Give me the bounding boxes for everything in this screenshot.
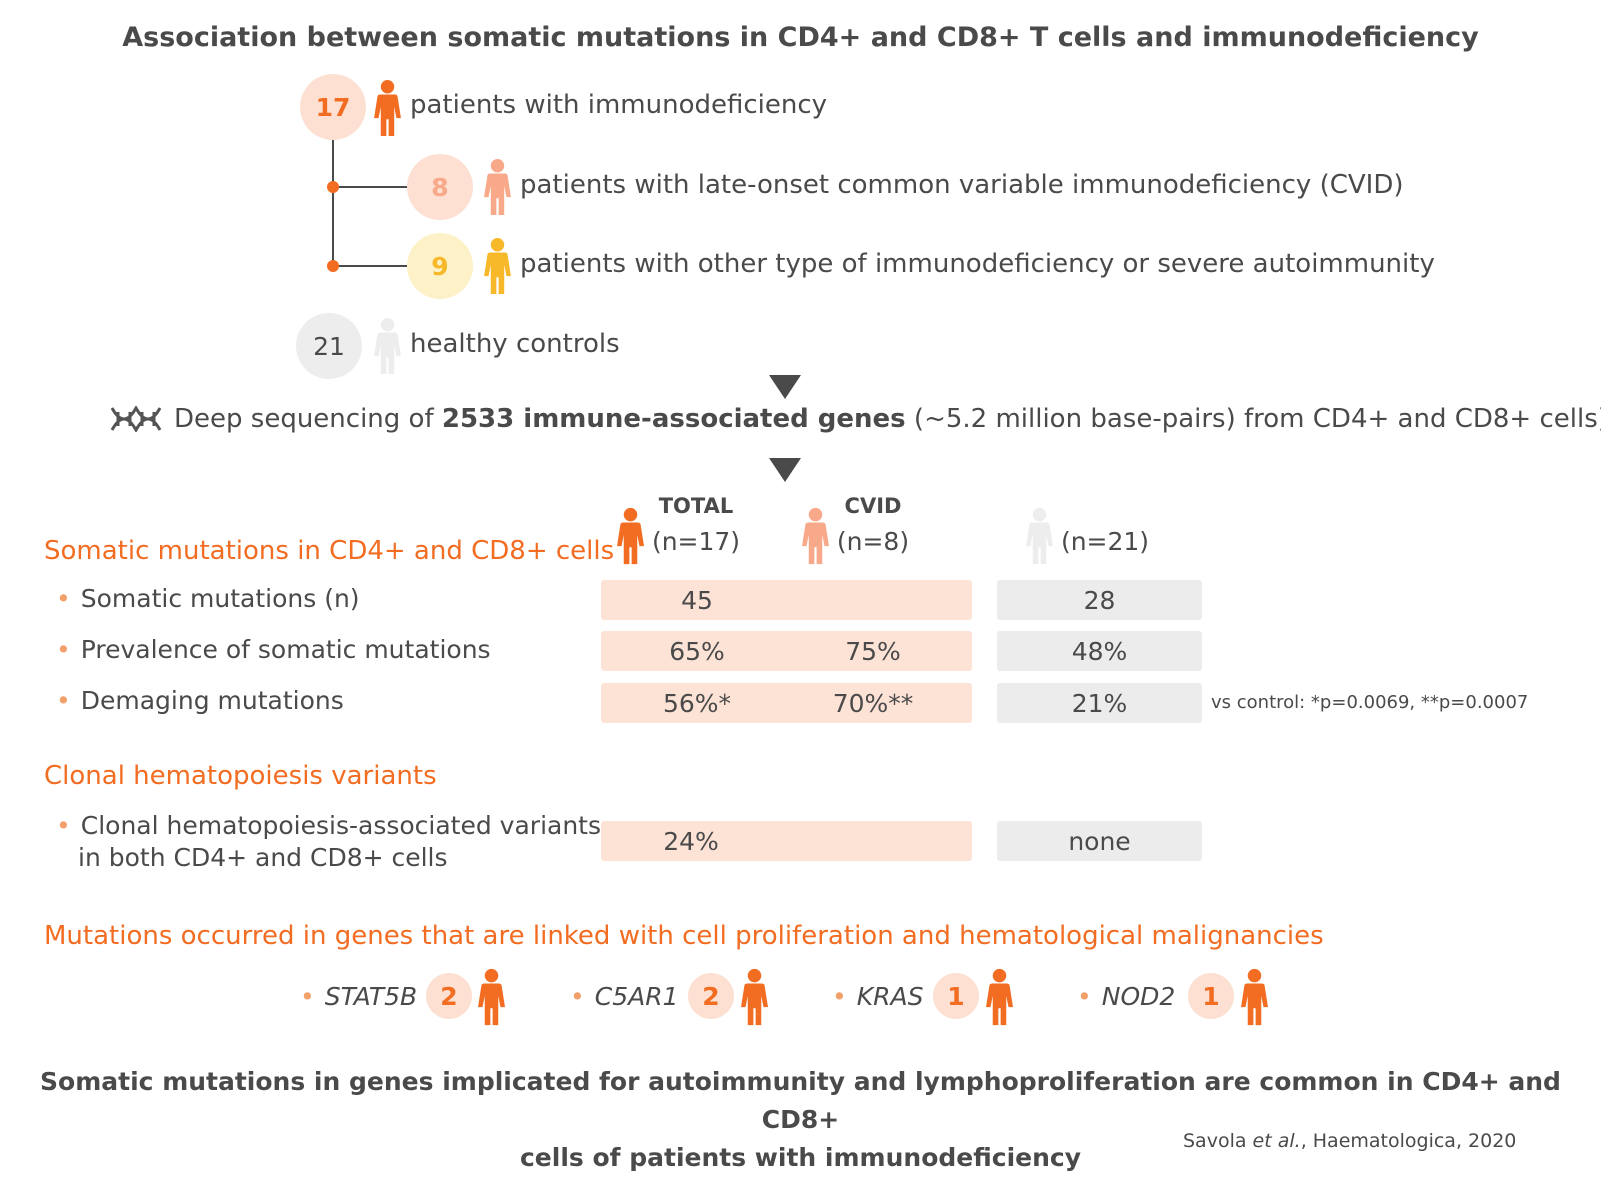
dna-icon [110, 406, 162, 432]
prevalence-total: 65% [669, 636, 725, 666]
row-damaging-label: • Demaging mutations [56, 686, 344, 715]
control-n: (n=21) [1060, 527, 1150, 556]
person-icon [484, 159, 511, 215]
page-title: Association between somatic mutations in… [122, 22, 1479, 53]
conclusion: Somatic mutations in genes implicated fo… [0, 1063, 1601, 1177]
prevalence-cvid: 75% [845, 636, 901, 666]
gene-c5ar1-count: 2 [688, 973, 734, 1019]
person-icon [741, 968, 768, 1026]
prevalence-control: 48% [997, 631, 1202, 671]
gene-c5ar1: • C5AR1 [570, 982, 679, 1011]
row-somatic-mutations-label: • Somatic mutations (n) [56, 584, 360, 613]
person-icon [478, 968, 505, 1026]
damaging-total: 56%* [662, 688, 732, 718]
person-icon [986, 968, 1013, 1026]
cvid-header: CVID [844, 494, 902, 518]
gene-kras: • KRAS [832, 982, 924, 1011]
gene-nod2-count: 1 [1188, 973, 1234, 1019]
section-genes-title: Mutations occurred in genes that are lin… [44, 921, 1324, 951]
immunodeficiency-count: 17 [300, 74, 366, 140]
total-header: TOTAL [658, 494, 734, 518]
person-icon [374, 80, 401, 136]
gene-kras-count: 1 [933, 973, 979, 1019]
other-label: patients with other type of immunodefici… [520, 249, 1435, 279]
somatic-mutations-control: 28 [997, 580, 1202, 620]
cvid-n: (n=8) [836, 527, 910, 556]
clonal-total: 24% [663, 826, 719, 856]
gene-stat5b: • STAT5B [300, 982, 418, 1011]
pvalue-footnote: vs control: *p=0.0069, **p=0.0007 [1211, 692, 1529, 713]
other-count: 9 [407, 233, 473, 299]
prevalence-box: 65% 75% [601, 631, 972, 671]
row-clonal-label: • Clonal hematopoiesis-associated variant… [56, 811, 602, 872]
arrow-down-icon [769, 375, 801, 399]
damaging-control: 21% [997, 683, 1202, 723]
sequencing-line: Deep sequencing of 2533 immune-associate… [110, 404, 1601, 434]
conclusion-line-2: cells of patients with immunodeficiency [519, 1143, 1082, 1172]
sequencing-bold: 2533 immune-associated genes [441, 404, 906, 434]
somatic-mutations-total: 45 [681, 585, 713, 615]
controls-count: 21 [296, 313, 362, 379]
clonal-total-box: 24% [601, 821, 972, 861]
cohort-tree-lines [327, 138, 410, 272]
person-icon [484, 238, 511, 294]
immunodeficiency-label: patients with immunodeficiency [410, 90, 828, 120]
somatic-mutations-total-box: 45 [601, 580, 972, 620]
damaging-box: 56%* 70%** [601, 683, 972, 723]
cvid-label: patients with late-onset common variable… [520, 170, 1404, 200]
person-icon [374, 318, 401, 374]
sequencing-prefix: Deep sequencing of [174, 404, 442, 434]
citation: Savola et al., Haematologica, 2020 [1183, 1130, 1517, 1152]
person-icon [1241, 968, 1268, 1026]
gene-nod2: • NOD2 [1077, 982, 1176, 1011]
total-n: (n=17) [651, 527, 741, 556]
conclusion-line-1: Somatic mutations in genes implicated fo… [40, 1067, 1561, 1134]
row-prevalence-label: • Prevalence of somatic mutations [56, 635, 491, 664]
arrow-down-icon [769, 458, 801, 482]
gene-stat5b-count: 2 [426, 973, 472, 1019]
sequencing-suffix: (~5.2 million base-pairs) from CD4+ and … [905, 404, 1601, 434]
damaging-cvid: 70%** [832, 688, 914, 718]
clonal-control: none [997, 821, 1202, 861]
cvid-count: 8 [407, 154, 473, 220]
section-somatic-title: Somatic mutations in CD4+ and CD8+ cells [44, 536, 615, 566]
controls-label: healthy controls [410, 329, 620, 359]
section-clonal-title: Clonal hematopoiesis variants [44, 761, 437, 791]
